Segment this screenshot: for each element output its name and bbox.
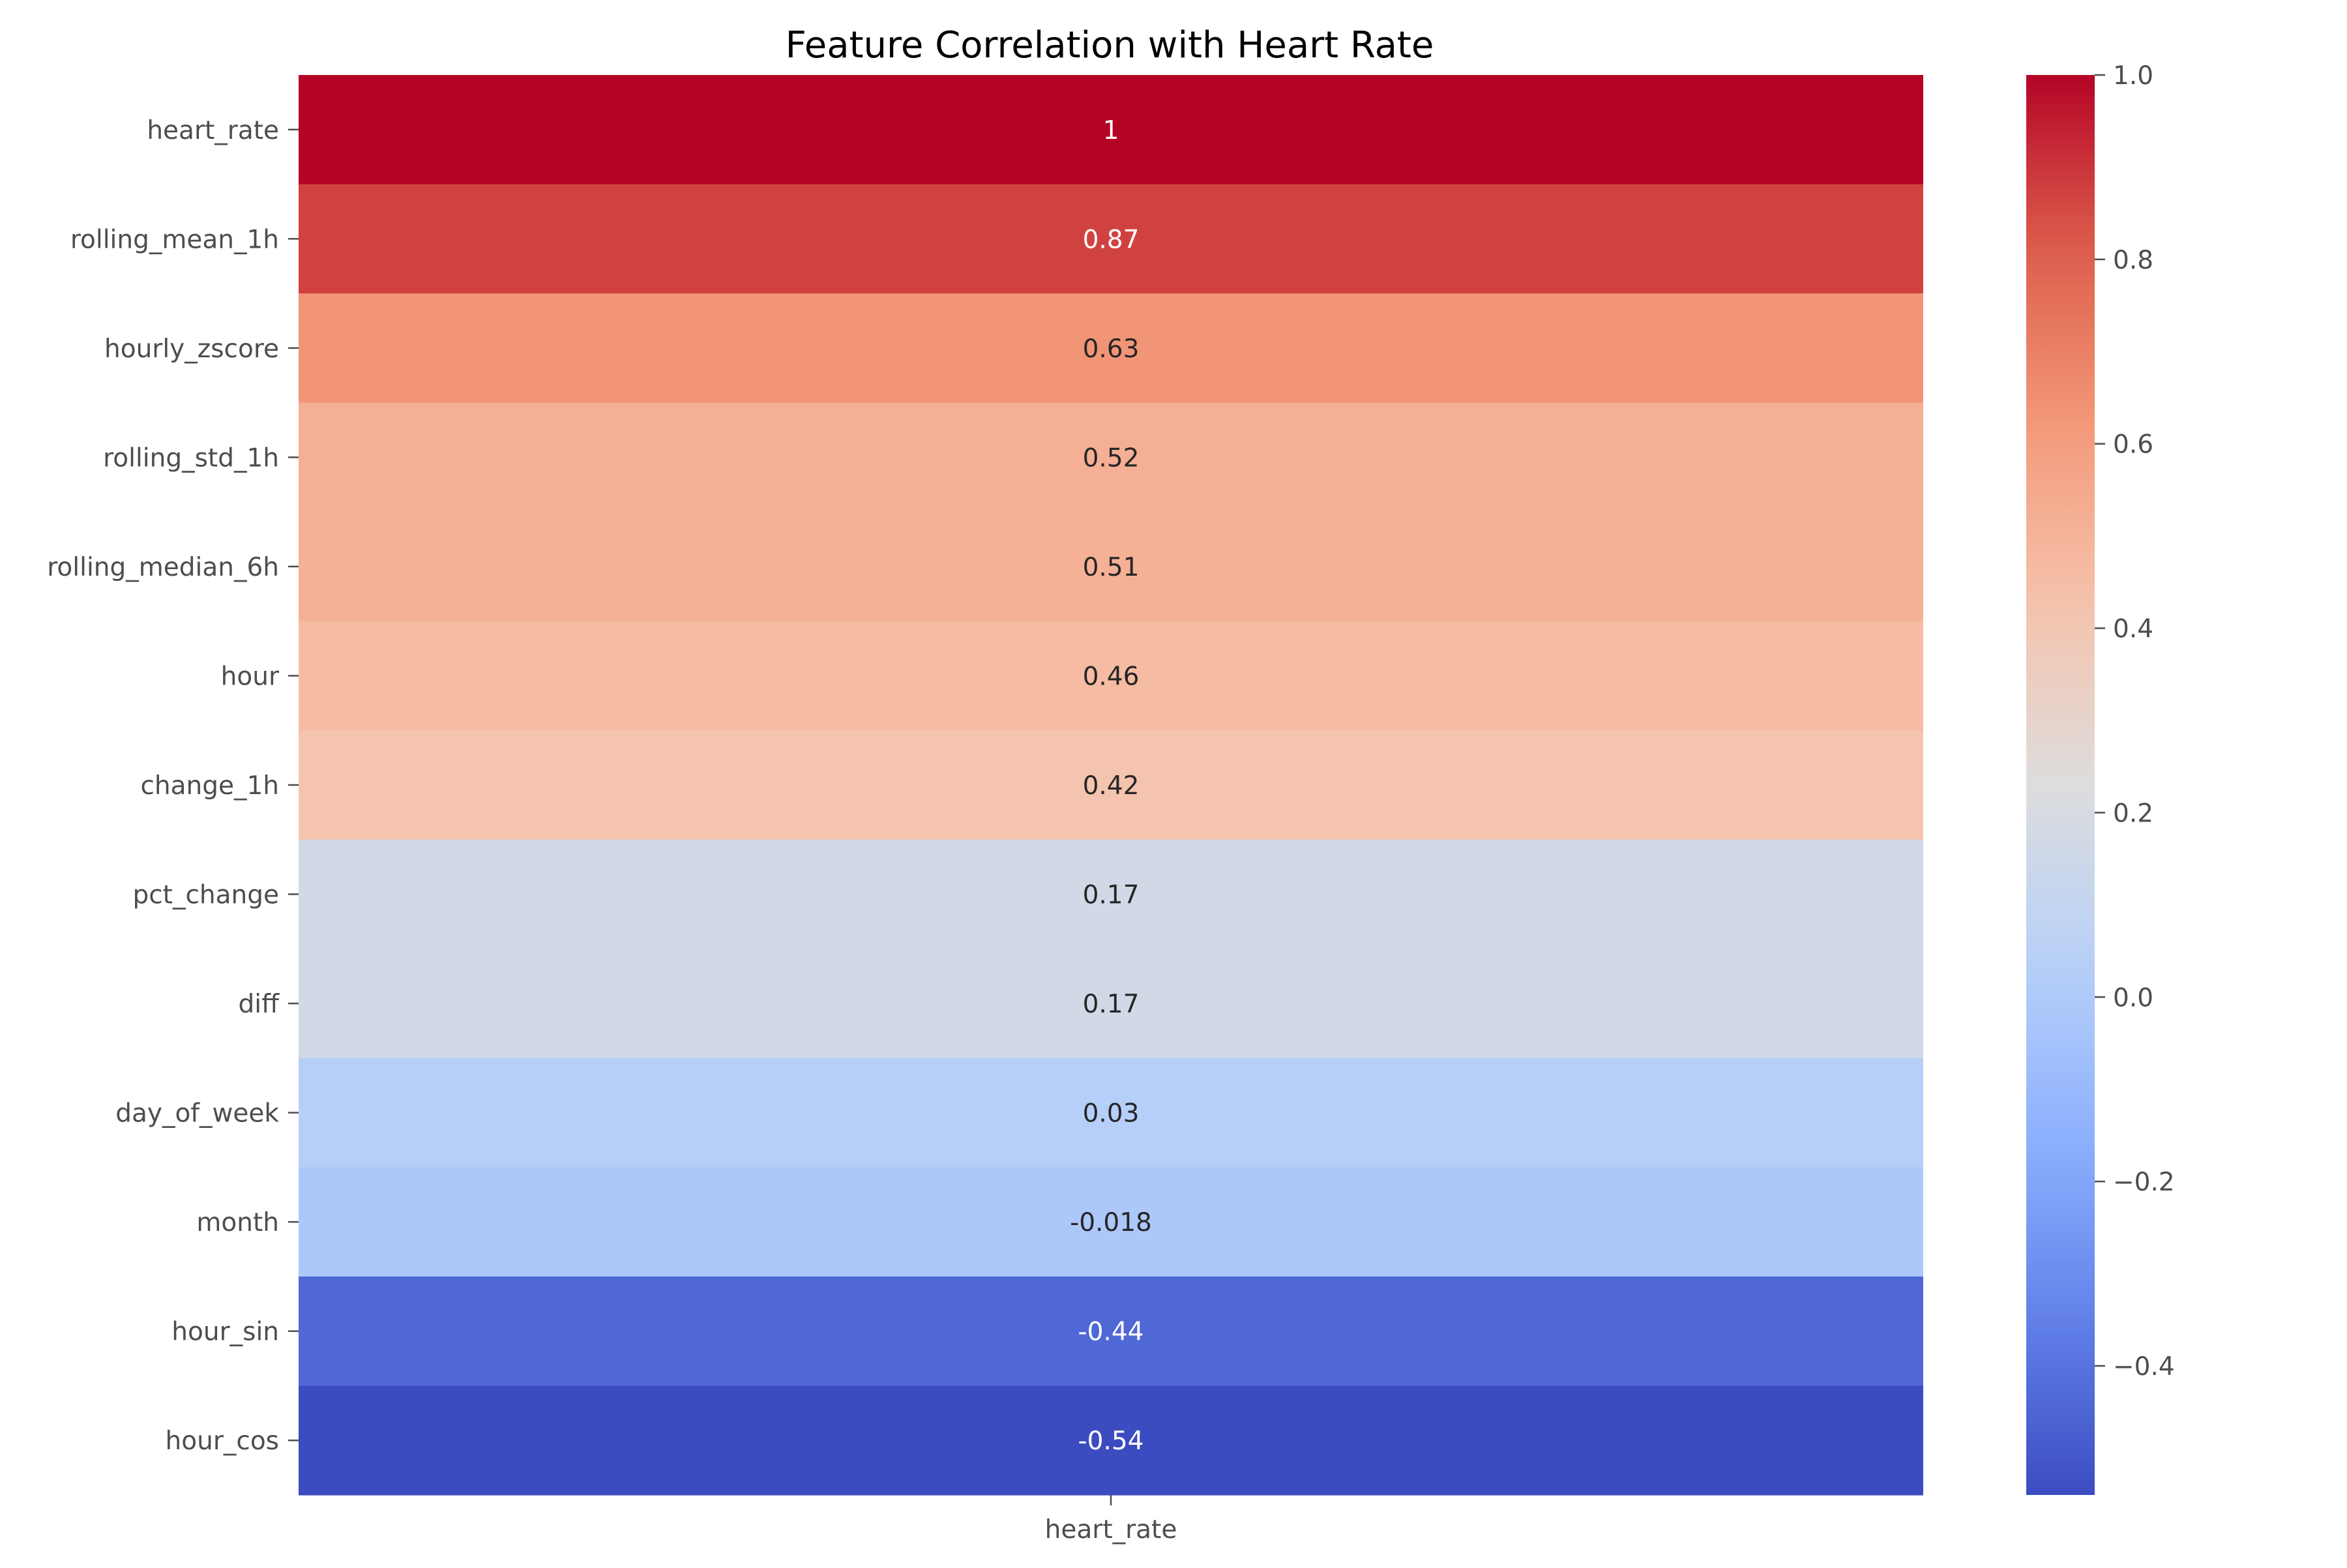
heatmap-cell bbox=[299, 730, 1923, 840]
cell-value-label: 0.17 bbox=[1083, 990, 1140, 1019]
y-tick-label: diff bbox=[239, 990, 280, 1019]
y-tick-label: change_1h bbox=[140, 771, 279, 801]
chart-title: Feature Correlation with Heart Rate bbox=[786, 24, 1434, 67]
cell-value-label: -0.54 bbox=[1078, 1427, 1144, 1456]
cell-value-label: -0.018 bbox=[1070, 1208, 1152, 1237]
heatmap-cell bbox=[299, 402, 1923, 512]
cell-value-label: -0.44 bbox=[1078, 1318, 1144, 1347]
colorbar-gradient bbox=[2026, 75, 2095, 1495]
colorbar-tick-label: 1.0 bbox=[2113, 61, 2153, 91]
cell-value-label: 1 bbox=[1103, 116, 1119, 145]
x-tick-label: heart_rate bbox=[1045, 1515, 1177, 1545]
y-tick-label: hour_sin bbox=[171, 1318, 279, 1347]
heatmap-cell bbox=[299, 1167, 1923, 1277]
y-tick-label: hour_cos bbox=[166, 1427, 279, 1456]
heatmap-cell bbox=[299, 512, 1923, 622]
y-tick-label: hourly_zscore bbox=[104, 334, 279, 364]
heatmap-cell bbox=[299, 1058, 1923, 1168]
y-tick-label: month bbox=[196, 1208, 279, 1237]
y-tick-label: heart_rate bbox=[147, 116, 279, 145]
heatmap-cell bbox=[299, 949, 1923, 1059]
y-tick-label: hour bbox=[221, 662, 280, 691]
y-tick-label: pct_change bbox=[132, 881, 279, 910]
colorbar-tick-label: 0.6 bbox=[2113, 430, 2153, 460]
cell-value-label: 0.42 bbox=[1083, 771, 1140, 801]
cell-value-label: 0.46 bbox=[1083, 662, 1140, 691]
cell-value-label: 0.63 bbox=[1083, 334, 1140, 364]
y-axis-labels: heart_rate rolling_mean_1h hourly_zscorero… bbox=[47, 116, 299, 1456]
heatmap-cell bbox=[299, 293, 1923, 404]
cell-value-label: 0.03 bbox=[1083, 1099, 1140, 1129]
heatmap-cell bbox=[299, 839, 1923, 949]
colorbar-tick-label: −0.2 bbox=[2113, 1168, 2175, 1197]
cell-value-label: 0.52 bbox=[1083, 443, 1140, 473]
y-tick-label: rolling_std_1h bbox=[103, 443, 279, 473]
y-tick-label: rolling_mean_1h bbox=[70, 225, 279, 254]
y-tick-label: rolling_median_6h bbox=[47, 553, 279, 582]
cell-value-label: 0.17 bbox=[1083, 881, 1140, 910]
colorbar-tick-label: 0.2 bbox=[2113, 799, 2153, 828]
heatmap-cell bbox=[299, 75, 1923, 185]
x-axis-labels: heart_rate bbox=[1045, 1495, 1177, 1545]
heatmap-cell bbox=[299, 1276, 1923, 1387]
colorbar-tick-label: 0.4 bbox=[2113, 615, 2153, 644]
heatmap-cells: 1 0.87 0.63 0.52 0.51 0.46 0.42 0.17 0.17 0.03 -0.… bbox=[299, 75, 1923, 1496]
cell-value-label: 0.51 bbox=[1083, 553, 1140, 582]
colorbar-tick-label: 0.0 bbox=[2113, 983, 2153, 1013]
y-tick-label: day_of_week bbox=[115, 1099, 279, 1129]
heatmap-cell bbox=[299, 621, 1923, 731]
colorbar-tick-label: −0.4 bbox=[2113, 1352, 2175, 1382]
colorbar: 1.0 0.8 0.6 0.4 0.2 0.0 −0.2 −0.4 bbox=[2026, 61, 2175, 1495]
heatmap-cell bbox=[299, 1385, 1923, 1496]
heatmap-cell bbox=[299, 184, 1923, 294]
cell-value-label: 0.87 bbox=[1083, 225, 1140, 254]
colorbar-tick-label: 0.8 bbox=[2113, 246, 2153, 275]
